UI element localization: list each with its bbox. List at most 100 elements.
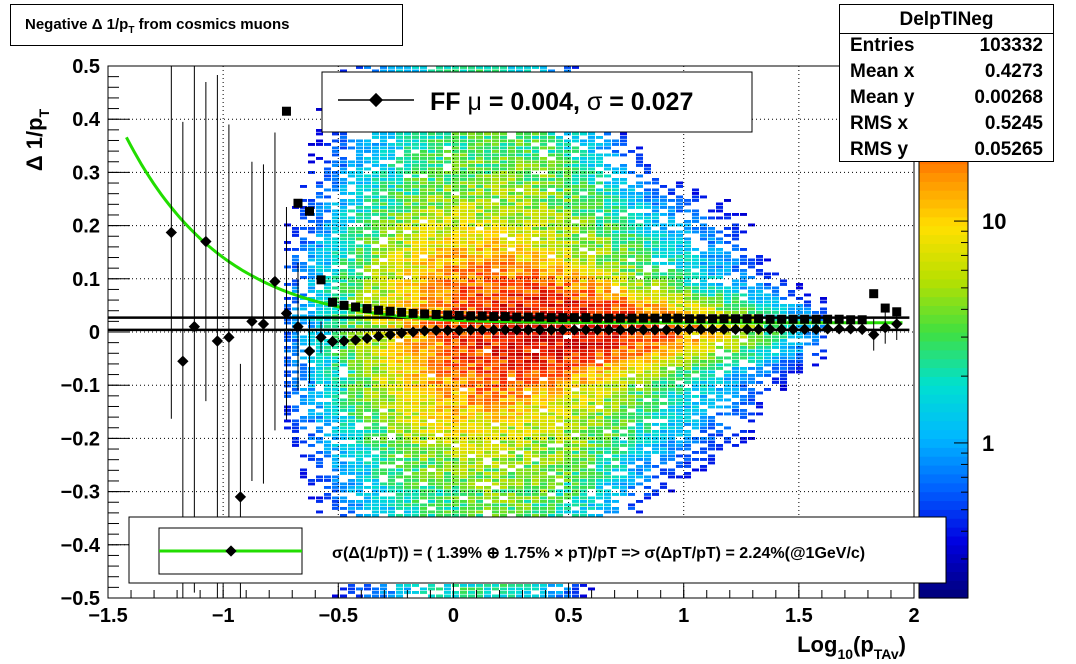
heatmap-cell [460,297,467,300]
heatmap-cell [340,290,347,293]
heatmap-cell [588,440,595,444]
heatmap-cell [468,69,475,73]
heatmap-cell [540,475,547,479]
heatmap-cell [340,181,347,185]
heatmap-cell [356,150,363,153]
heatmap-cell [380,167,387,171]
heatmap-cell [532,276,539,279]
heatmap-cell [292,363,299,367]
heatmap-cell [316,475,323,479]
heatmap-cell [580,346,587,349]
heatmap-cell [492,468,499,472]
heatmap-cell [452,251,459,255]
heatmap-cell [596,230,603,234]
heatmap-cell [436,223,443,227]
heatmap-cell [508,430,515,433]
heatmap-cell [468,188,475,192]
heatmap-cell [316,202,323,206]
heatmap-cell [516,199,523,202]
heatmap-cell [476,496,483,500]
heatmap-cell [372,241,379,244]
heatmap-cell [556,419,563,423]
heatmap-cell [596,493,603,496]
heatmap-cell [500,279,507,283]
heatmap-cell [588,447,595,451]
heatmap-cell [484,398,491,402]
heatmap-cell [396,262,403,265]
heatmap-cell [396,325,403,328]
heatmap-cell [428,314,435,318]
heatmap-cell [564,185,571,188]
heatmap-cell [428,293,435,297]
heatmap-cell [476,468,483,472]
heatmap-cell [308,279,315,283]
heatmap-cell [300,199,307,202]
heatmap-cell [580,423,587,426]
heatmap-cell [548,335,555,339]
heatmap-cell [588,164,595,167]
heatmap-cell [556,367,563,370]
heatmap-cell [532,195,539,199]
heatmap-cell [396,199,403,202]
heatmap-cell [420,475,427,479]
heatmap-cell [372,206,379,209]
heatmap-cell [324,234,331,237]
heatmap-cell [468,258,475,262]
heatmap-cell [372,213,379,216]
heatmap-cell [316,325,323,328]
heatmap-cell [588,384,595,388]
heatmap-cell [380,486,387,489]
heatmap-cell [420,374,427,377]
heatmap-cell [388,227,395,230]
heatmap-cell [564,202,571,206]
heatmap-cell [548,500,555,503]
heatmap-cell [380,311,387,314]
heatmap-cell [556,356,563,360]
heatmap-cell [532,507,539,510]
heatmap-cell [556,199,563,202]
heatmap-cell [380,209,387,213]
heatmap-cell [484,202,491,206]
heatmap-cell [572,297,579,300]
heatmap-cell [508,437,515,440]
heatmap-cell [540,290,547,293]
heatmap-cell [516,444,523,447]
heatmap-cell [380,304,387,307]
heatmap-cell [380,300,387,304]
heatmap-cell [412,468,419,472]
heatmap-cell [524,374,531,377]
heatmap-cell [452,356,459,360]
heatmap-cell [580,332,587,335]
heatmap-cell [396,514,403,517]
heatmap-cell [444,276,451,279]
heatmap-cell [484,153,491,157]
heatmap-cell [500,342,507,346]
heatmap-cell [484,307,491,311]
heatmap-cell [540,353,547,356]
heatmap-cell [380,346,387,349]
heatmap-cell [540,486,547,489]
heatmap-cell [532,514,539,517]
heatmap-cell [572,174,579,178]
heatmap-cell [548,409,555,412]
heatmap-cell [516,412,523,416]
heatmap-cell [428,430,435,433]
heatmap-cell [556,286,563,290]
heatmap-cell [404,349,411,353]
heatmap-cell [420,297,427,300]
heatmap-cell [524,489,531,493]
heatmap-cell [548,251,555,255]
heatmap-cell [308,370,315,374]
heatmap-cell [532,150,539,153]
heatmap-cell [356,209,363,213]
heatmap-cell [484,360,491,363]
heatmap-cell [396,185,403,188]
heatmap-cell [300,314,307,318]
heatmap-cell [500,188,507,192]
heatmap-cell [580,360,587,363]
heatmap-cell [492,391,499,395]
heatmap-cell [324,360,331,363]
heatmap-cell [356,465,363,468]
heatmap-cell [412,514,419,517]
heatmap-cell [380,507,387,510]
